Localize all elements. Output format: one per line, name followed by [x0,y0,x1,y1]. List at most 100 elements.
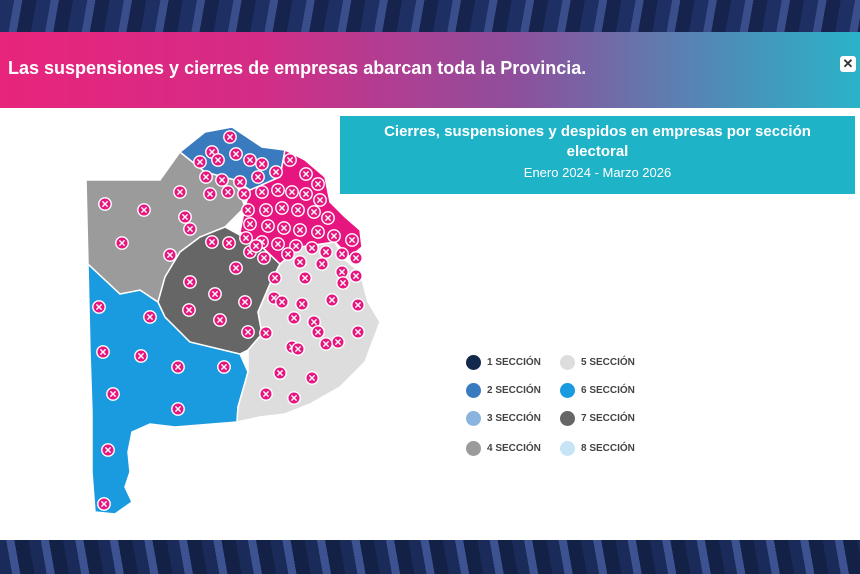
closure-marker [315,257,329,271]
closure-marker [182,303,196,317]
closure-marker [98,197,112,211]
closure-marker [349,269,363,283]
closure-marker [106,387,120,401]
closure-marker [223,130,237,144]
closure-marker [295,297,309,311]
closure-marker [97,497,111,511]
legend-label: 8 SECCIÓN [581,442,635,454]
legend-item-4: 4 SECCIÓN [466,440,541,456]
legend-swatch [466,354,481,370]
legend-swatch [466,382,481,398]
closure-marker [349,251,363,265]
closure-marker [239,231,253,245]
closure-marker [299,187,313,201]
closure-marker [287,311,301,325]
closure-marker [285,185,299,199]
closure-marker [178,210,192,224]
closure-marker [243,217,257,231]
closure-marker [311,325,325,339]
closure-markers [92,130,365,511]
header-banner: Las suspensiones y cierres de empresas a… [0,32,860,108]
closure-marker [255,185,269,199]
legend-item-2: 2 SECCIÓN [466,382,541,398]
legend-item-7: 7 SECCIÓN [560,410,635,426]
closure-marker [335,247,349,261]
closure-marker [243,153,257,167]
legend-swatch [466,410,481,426]
closure-marker [273,366,287,380]
closure-marker [269,165,283,179]
closure-marker [143,310,157,324]
closure-marker [203,187,217,201]
closure-marker [193,155,207,169]
closure-marker [289,239,303,253]
legend-swatch [466,440,481,456]
closure-marker [299,167,313,181]
closure-marker [319,337,333,351]
closure-marker [171,402,185,416]
closure-marker [291,203,305,217]
closure-marker [335,265,349,279]
closure-marker [134,349,148,363]
closure-marker [259,387,273,401]
closure-marker [221,185,235,199]
closure-marker [331,335,345,349]
closure-marker [237,187,251,201]
legend-swatch [560,354,575,370]
closure-marker [115,236,129,250]
slide: Las suspensiones y cierres de empresas a… [0,32,860,540]
closure-marker [351,298,365,312]
background-top-strip [0,0,860,32]
legend-item-5: 5 SECCIÓN [560,354,635,370]
closure-marker [251,170,265,184]
closure-marker [275,295,289,309]
closure-marker [171,360,185,374]
background-bottom-strip [0,540,860,574]
legend-item-1: 1 SECCIÓN [466,354,541,370]
closure-marker [233,175,247,189]
info-box-title: Cierres, suspensiones y despidos en empr… [384,123,811,160]
legend-label: 5 SECCIÓN [581,356,635,368]
legend-item-6: 6 SECCIÓN [560,382,635,398]
closure-marker [205,235,219,249]
closure-marker [275,201,289,215]
closure-marker [199,170,213,184]
closure-marker [137,203,151,217]
closure-marker [183,222,197,236]
closure-marker [238,295,252,309]
closure-marker [313,193,327,207]
closure-marker [268,271,282,285]
info-box-dates: Enero 2024 - Marzo 2026 [523,165,672,180]
legend-swatch [560,410,575,426]
closure-marker [222,236,236,250]
info-box: Cierres, suspensiones y despidos en empr… [340,116,855,194]
banner-title: Las suspensiones y cierres de empresas a… [8,58,587,78]
closure-marker [325,293,339,307]
legend-label: 7 SECCIÓN [581,412,635,424]
closure-marker [281,247,295,261]
closure-marker [208,287,222,301]
closure-marker [217,360,231,374]
legend-label: 4 SECCIÓN [487,442,541,454]
closure-marker [293,255,307,269]
legend-label: 1 SECCIÓN [487,356,541,368]
closure-marker [283,153,297,167]
closure-marker [163,248,177,262]
closure-marker [321,211,335,225]
close-icon[interactable]: ✕ [840,56,856,72]
legend-swatch [560,382,575,398]
closure-marker [241,325,255,339]
closure-marker [255,157,269,171]
closure-marker [319,245,333,259]
legend-label: 2 SECCIÓN [487,384,541,396]
closure-marker [96,345,110,359]
closure-marker [261,219,275,233]
legend-label: 3 SECCIÓN [487,412,541,424]
closure-marker [311,177,325,191]
closure-marker [311,225,325,239]
closure-marker [229,261,243,275]
closure-marker [271,183,285,197]
closure-marker [287,391,301,405]
closure-marker [277,221,291,235]
closure-marker [211,153,225,167]
